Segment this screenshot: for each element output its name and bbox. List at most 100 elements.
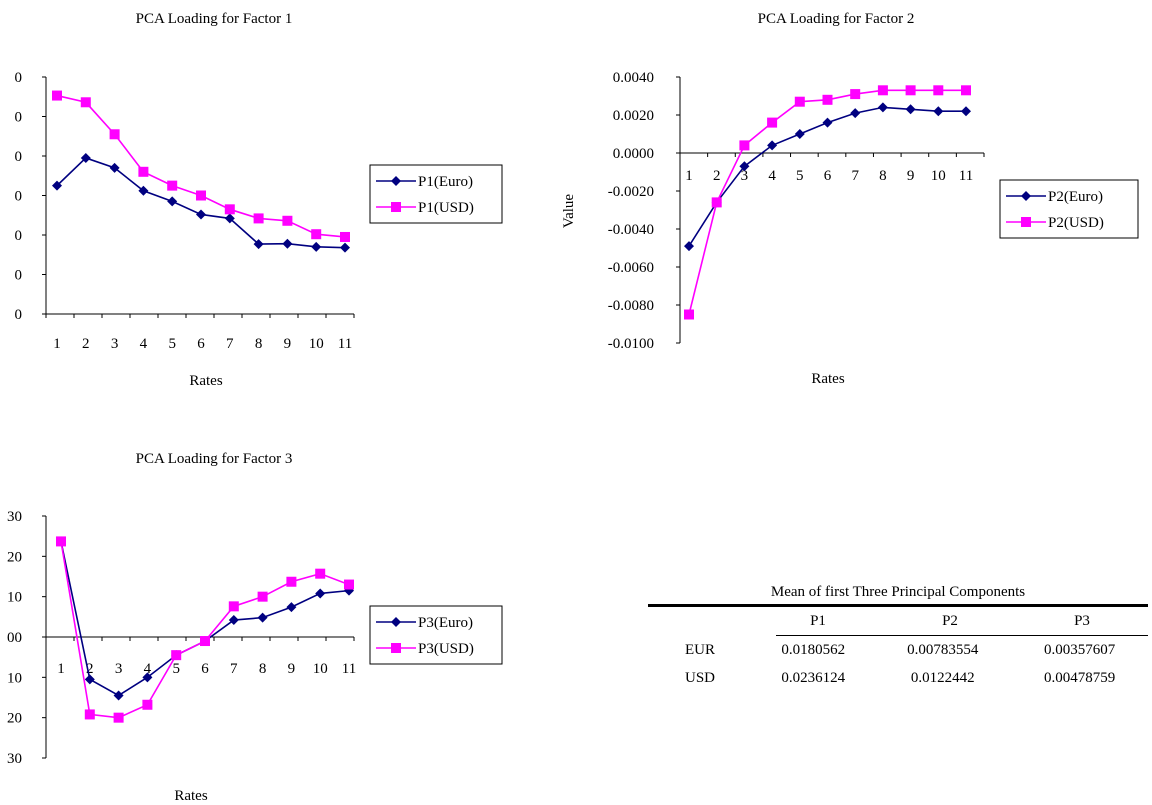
legend-label: P1(USD): [418, 200, 474, 216]
data-point-diamond: [282, 238, 293, 249]
y-tick-label: 20: [7, 549, 22, 565]
x-axis-label: Rates: [811, 371, 844, 387]
data-point-square: [228, 601, 239, 612]
data-point-diamond: [794, 129, 805, 139]
x-tick-label: 8: [879, 168, 887, 184]
data-point-diamond: [286, 602, 297, 613]
legend-label: P3(USD): [418, 641, 474, 657]
data-point-diamond: [52, 180, 62, 191]
data-point-square: [253, 213, 264, 224]
data-point-square: [196, 190, 206, 201]
data-point-square: [113, 712, 124, 723]
table-header-cell: [648, 607, 752, 635]
data-point-diamond: [877, 102, 888, 113]
x-tick-label: 11: [342, 661, 356, 677]
data-point-square: [684, 309, 694, 320]
data-point-square: [84, 709, 95, 720]
data-point-square: [905, 85, 916, 96]
data-point-square: [286, 576, 297, 587]
data-point-diamond: [961, 106, 971, 117]
data-point-square: [822, 94, 833, 105]
x-tick-label: 9: [288, 661, 296, 677]
table-header-cell: P3: [1074, 612, 1090, 629]
data-point-diamond: [850, 108, 861, 119]
legend: P3(Euro) P3(USD): [369, 605, 503, 665]
chart-factor1: PCA Loading for Factor 1 Rates 0 0 0 0 0 0 0 1…: [15, 11, 503, 389]
y-tick-label: 00: [7, 630, 22, 646]
x-tick-label: 2: [86, 661, 94, 677]
x-tick-label: 9: [284, 336, 292, 352]
data-point-diamond: [253, 239, 264, 250]
legend-box: [999, 179, 1139, 239]
data-point-square: [257, 591, 268, 602]
x-tick-label: 3: [741, 168, 749, 184]
y-tick-label: 0: [15, 110, 23, 126]
y-tick-label: 10: [7, 670, 22, 686]
data-point-diamond: [340, 242, 350, 253]
x-tick-label: 5: [172, 661, 180, 677]
data-point-diamond: [142, 672, 153, 683]
table-cell: 0.0180562: [781, 641, 846, 658]
axes: [42, 76, 355, 318]
table-cell: USD: [684, 669, 715, 686]
data-point-square: [200, 636, 210, 647]
data-point-square: [171, 650, 182, 661]
y-tick-label: -0.0020: [608, 184, 654, 200]
x-axis-label: Rates: [189, 373, 222, 389]
data-point-square: [109, 129, 120, 140]
chart-title: PCA Loading for Factor 3: [136, 451, 293, 467]
table-header-cell: P2: [942, 612, 958, 629]
data-point-square: [850, 89, 861, 100]
table-header-row: P1 P2 P3: [648, 607, 1148, 635]
data-point-square: [739, 140, 750, 151]
x-tick-label: 4: [140, 336, 148, 352]
x-tick-label: 7: [226, 336, 234, 352]
x-tick-label: 11: [338, 336, 352, 352]
data-point-diamond: [739, 161, 750, 172]
x-tick-label: 11: [959, 168, 973, 184]
data-point-diamond: [224, 213, 235, 224]
table-cell: EUR: [685, 641, 715, 658]
data-point-square: [961, 85, 971, 96]
legend-marker: [1021, 191, 1031, 201]
x-tick-label: 7: [230, 661, 238, 677]
data-point-diamond: [905, 104, 916, 115]
table-cell: 0.0236124: [781, 669, 846, 686]
table-cell: 0.0122442: [910, 669, 975, 686]
x-tick-label: 1: [53, 336, 61, 352]
legend-box: [369, 164, 503, 224]
chart-title: PCA Loading for Factor 1: [136, 11, 293, 27]
x-tick-label: 9: [907, 168, 915, 184]
data-point-diamond: [84, 674, 95, 685]
legend-box: [369, 605, 503, 665]
table-row: USD 0.0236124 0.0122442 0.00478759: [648, 664, 1148, 692]
data-point-square: [340, 231, 350, 242]
y-tick-labels: 0.0040 0.0020 0.0000 -0.0020 -0.0040 -0.0060 -…: [608, 70, 654, 352]
y-tick-label: 0: [15, 268, 23, 284]
data-point-diamond: [80, 152, 91, 163]
data-point-diamond: [933, 106, 944, 117]
x-tick-labels: 1 2 3 4 5 6 7 8 9 10 11: [57, 661, 356, 677]
table-title: Mean of first Three Principal Components: [770, 584, 1026, 600]
x-tick-label: 3: [115, 661, 123, 677]
data-point-diamond: [767, 140, 778, 151]
x-tick-label: 10: [313, 661, 328, 677]
data-point-square: [711, 197, 722, 208]
x-tick-label: 8: [255, 336, 263, 352]
x-tick-label: 6: [197, 336, 205, 352]
data-point-square: [877, 85, 888, 96]
data-point-square: [282, 215, 293, 226]
data-point-square: [933, 85, 944, 96]
chart-title: PCA Loading for Factor 2: [758, 11, 915, 27]
chart-factor2: PCA Loading for Factor 2 Rates Value 0.0…: [561, 11, 1139, 387]
axes: [676, 76, 985, 344]
legend-marker: [391, 643, 401, 653]
means-table-block: Mean of first Three Principal Components…: [648, 580, 1148, 692]
x-tick-label: 5: [168, 336, 176, 352]
series-group: [52, 90, 350, 253]
data-point-diamond: [311, 241, 322, 252]
legend-label: P2(Euro): [1048, 189, 1103, 205]
y-tick-label: 0: [15, 189, 23, 205]
table-cell: 0.00783554: [907, 641, 979, 658]
series-line: [60, 541, 350, 719]
